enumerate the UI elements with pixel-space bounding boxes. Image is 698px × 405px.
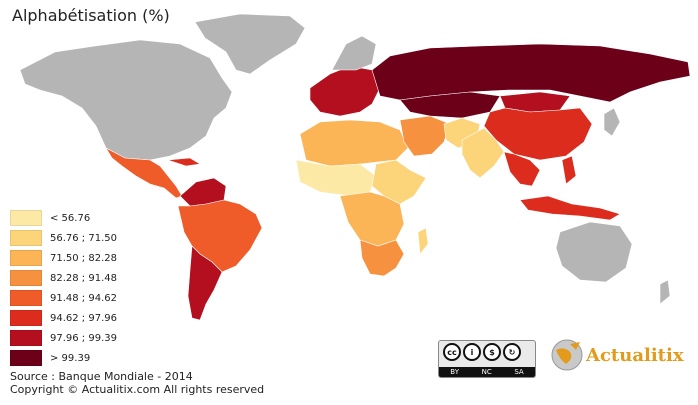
caribbean [167,157,201,167]
map-title: Alphabétisation (%) [12,6,170,25]
philippines [561,155,577,185]
legend-swatch [10,350,42,366]
legend-swatch [10,250,42,266]
legend-label: 56.76 ; 71.50 [50,232,117,244]
north-africa [299,119,409,167]
india [461,127,505,179]
person-icon: i [463,343,481,361]
legend-item: > 99.39 [10,348,117,368]
legend-swatch [10,310,42,326]
cc-license-badge: cc i $ ↻ BY NC SA [438,340,536,378]
legend-item: 82.28 ; 91.48 [10,268,117,288]
legend-item: 91.48 ; 94.62 [10,288,117,308]
indonesia [519,195,621,221]
cc-icon: cc [443,343,461,361]
legend-swatch [10,270,42,286]
legend-label: < 56.76 [50,212,91,224]
legend-label: 71.50 ; 82.28 [50,252,117,264]
copyright-line: Copyright © Actualitix.com All rights re… [10,383,265,396]
globe-icon [551,339,583,371]
legend: < 56.76 56.76 ; 71.50 71.50 ; 82.28 82.2… [10,208,117,368]
southeast-asia [503,151,541,187]
legend-swatch [10,290,42,306]
cc-icons: cc i $ ↻ [443,343,521,361]
madagascar [417,227,429,255]
southern-africa [359,239,405,277]
north-america [19,39,233,161]
west-africa [295,159,377,197]
europe [309,65,381,117]
source-line: Source : Banque Mondiale - 2014 [10,370,193,383]
central-africa [339,191,405,247]
middle-east [399,115,451,157]
legend-item: 97.96 ; 99.39 [10,328,117,348]
cc-by-label: BY [450,368,459,376]
legend-swatch [10,210,42,226]
legend-item: 94.62 ; 97.96 [10,308,117,328]
greenland [194,13,306,75]
mexico-central-america [105,147,183,199]
cc-sa-label: SA [514,368,524,376]
legend-item: 71.50 ; 82.28 [10,248,117,268]
legend-swatch [10,330,42,346]
cc-nc-label: NC [481,368,492,376]
east-africa [371,159,427,205]
actualitix-logo: Actualitix [550,338,684,372]
source-note: Source : Banque Mondiale - 2014 Copyrigh… [10,370,264,396]
new-zealand [659,279,671,305]
legend-label: 91.48 ; 94.62 [50,292,117,304]
legend-item: 56.76 ; 71.50 [10,228,117,248]
share-alike-icon: ↻ [503,343,521,361]
japan [603,107,621,137]
cc-terms: BY NC SA [439,367,535,377]
legend-label: 97.96 ; 99.39 [50,332,117,344]
legend-item: < 56.76 [10,208,117,228]
legend-swatch [10,230,42,246]
legend-label: > 99.39 [50,352,91,364]
south-america-south [187,245,223,321]
logo-text: Actualitix [586,344,684,366]
scandinavia [331,35,377,71]
legend-label: 94.62 ; 97.96 [50,312,117,324]
australia [555,221,633,283]
legend-label: 82.28 ; 91.48 [50,272,117,284]
no-dollar-icon: $ [483,343,501,361]
